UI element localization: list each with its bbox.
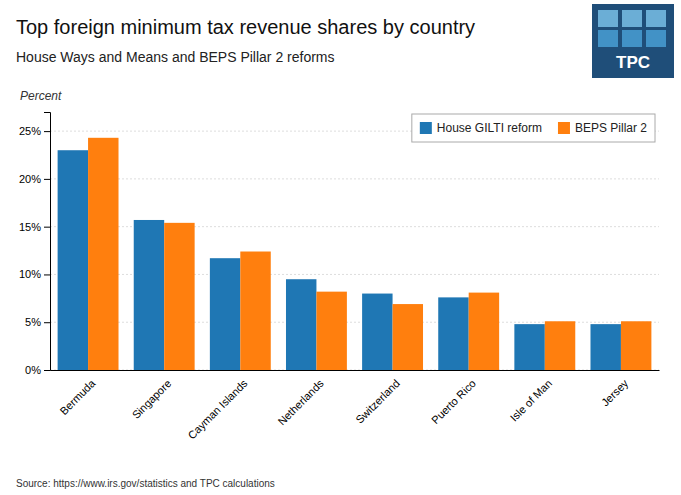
tick-label: Puerto Rico (429, 377, 478, 426)
tick-label: Singapore (130, 377, 174, 421)
legend-swatch (420, 122, 432, 134)
bar (240, 252, 270, 370)
legend-box (412, 114, 655, 142)
tick: Puerto Rico (429, 377, 478, 426)
tick: Netherlands (275, 377, 326, 428)
logo-square (646, 30, 666, 47)
title: Top foreign minimum tax revenue shares b… (16, 16, 475, 38)
bar (134, 220, 164, 370)
bar (88, 138, 118, 370)
tick-mark (44, 322, 50, 323)
chart: Top foreign minimum tax revenue shares b… (0, 0, 681, 495)
grid-line (50, 178, 659, 179)
y-axis: 0% 5% 10% 15% 20% 25% (19, 113, 51, 377)
tick-label: 25% (19, 125, 41, 137)
tick: 5% (25, 316, 50, 328)
bars (58, 138, 652, 370)
tick: 15% (19, 221, 50, 233)
plot: 0% 5% 10% 15% 20% 25% Bermuda SingaporeCayman I… (19, 113, 660, 442)
tick-label: 15% (19, 221, 41, 233)
logo: TPC (592, 4, 674, 78)
tick: Singapore (130, 377, 174, 421)
tick-label: Switzerland (353, 377, 402, 426)
bar (316, 292, 346, 370)
tick-label: Jersey (599, 377, 631, 409)
bar (469, 293, 499, 370)
bar (58, 150, 88, 370)
bar (590, 324, 620, 370)
series (58, 150, 621, 370)
tick: 20% (19, 173, 50, 185)
tick: Jersey (599, 377, 631, 409)
tick-mark (44, 370, 50, 371)
tick-label: 5% (25, 316, 41, 328)
tick-mark (44, 179, 50, 180)
tick-label: 10% (19, 268, 41, 280)
logo-square (622, 10, 642, 27)
grid (50, 131, 659, 370)
axis-line (51, 370, 660, 371)
legend-item: BEPS Pillar 2 (558, 121, 647, 135)
tick-mark (44, 131, 50, 132)
tick: 0% (25, 364, 50, 376)
tick: Bermuda (57, 376, 98, 417)
subtitle: House Ways and Means and BEPS Pillar 2 r… (16, 49, 335, 65)
tick-label: 20% (19, 173, 41, 185)
tick: 25% (19, 125, 50, 137)
bar (621, 321, 651, 370)
bar (164, 223, 194, 370)
tick: Switzerland (353, 377, 402, 426)
tick: 10% (19, 268, 50, 280)
legend: House GILTI reform BEPS Pillar 2 (412, 114, 655, 142)
logo-square (622, 30, 642, 47)
bar (393, 304, 423, 370)
bar (545, 321, 575, 370)
tick-label: 0% (25, 364, 41, 376)
x-axis: Bermuda SingaporeCayman Islands Netherland… (51, 371, 660, 442)
annotation: TPC (616, 53, 650, 72)
legend-label: House GILTI reform (437, 121, 542, 135)
bar (286, 279, 316, 370)
bar (514, 324, 544, 370)
tick-mark (44, 274, 50, 275)
tick: Cayman Islands (185, 377, 250, 442)
legend-swatch (558, 122, 570, 134)
logo-square (646, 10, 666, 27)
legend-item: House GILTI reform (420, 121, 542, 135)
bar (438, 297, 468, 370)
tick-label: Cayman Islands (185, 377, 250, 442)
tick-label: Isle of Man (508, 377, 555, 424)
series (88, 138, 651, 370)
logo-square (598, 30, 618, 47)
logo-square (598, 10, 618, 27)
legend-label: BEPS Pillar 2 (575, 121, 647, 135)
tick: Isle of Man (508, 377, 555, 424)
tick-label: Netherlands (275, 377, 326, 428)
source: Source: https://www.irs.gov/statistics a… (16, 478, 275, 489)
bar (210, 258, 240, 370)
y-axis-title: Percent (20, 89, 62, 103)
axis-line (44, 113, 51, 371)
logo-background (592, 4, 674, 78)
tick-label: Bermuda (57, 376, 98, 417)
tick-mark (44, 227, 50, 228)
bar (362, 294, 392, 370)
